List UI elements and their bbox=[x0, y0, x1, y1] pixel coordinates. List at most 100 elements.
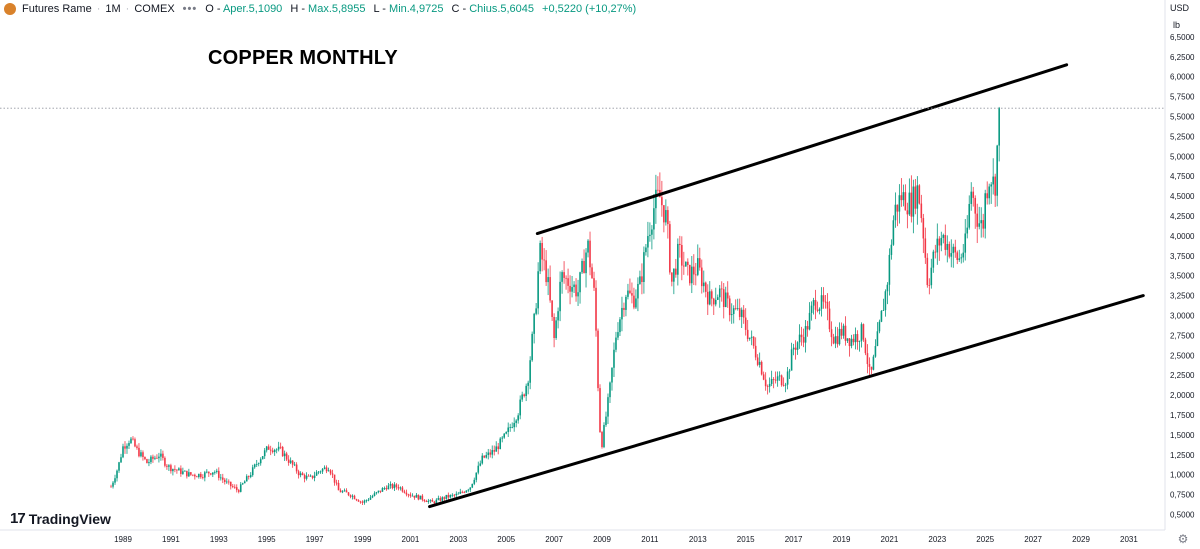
candle-body bbox=[667, 210, 669, 225]
instrument-name[interactable]: Futures Rame bbox=[22, 3, 92, 15]
candle-body bbox=[126, 445, 128, 449]
candle-body bbox=[425, 501, 428, 503]
y-tick-label: 0,5000 bbox=[1170, 511, 1195, 520]
candle-body bbox=[828, 308, 831, 330]
candle-body bbox=[750, 336, 753, 338]
price-axis[interactable]: 0,5000 0,7500 1,0000 1,2500 1,5000 1,7500 2,00… bbox=[1164, 0, 1200, 549]
x-tick-label: 2019 bbox=[833, 535, 851, 544]
candle-body bbox=[561, 272, 563, 282]
ohlc-values: O - Aper.5,1090 H - Max.5,8955 L - Min.4… bbox=[205, 3, 636, 15]
candle-body bbox=[237, 490, 240, 492]
y-tick-label: 3,7500 bbox=[1170, 252, 1195, 261]
candle-body bbox=[748, 337, 751, 339]
gear-icon[interactable]: ⚙ bbox=[1177, 532, 1189, 546]
y-tick-label: 2,5000 bbox=[1170, 351, 1195, 360]
candle-body bbox=[591, 267, 593, 279]
candle-body bbox=[130, 438, 132, 444]
candle-body bbox=[862, 324, 865, 340]
y-tick-label: 4,7500 bbox=[1170, 172, 1195, 181]
time-axis[interactable]: 1989 1991 1993 1995 1997 1999 2001 2003 2005 2007… bbox=[0, 529, 1165, 544]
candle-body bbox=[405, 492, 408, 495]
candle-body bbox=[623, 307, 625, 310]
candle-body bbox=[218, 470, 220, 478]
candle-body bbox=[541, 243, 543, 260]
candle-body bbox=[962, 252, 965, 258]
trendline bbox=[428, 294, 1145, 509]
candle-body bbox=[720, 288, 723, 290]
candle-body bbox=[998, 108, 1000, 146]
candle-body bbox=[493, 450, 496, 452]
ohlc-open: O - Aper.5,1090 bbox=[205, 3, 283, 15]
candle-body bbox=[449, 494, 452, 498]
candle-body bbox=[700, 267, 703, 287]
candle-body bbox=[515, 420, 517, 423]
candle-body bbox=[902, 192, 905, 201]
candle-body bbox=[984, 193, 986, 229]
candle-body bbox=[180, 468, 182, 474]
candle-body bbox=[601, 432, 603, 448]
candle-body bbox=[714, 299, 717, 305]
candle-body bbox=[255, 464, 258, 465]
candle-body bbox=[772, 378, 775, 380]
candle-body bbox=[144, 456, 146, 460]
y-tick-label: 6,5000 bbox=[1170, 33, 1195, 42]
candle-body bbox=[379, 490, 382, 492]
candle-body bbox=[708, 291, 711, 305]
candle-body bbox=[870, 366, 873, 370]
candle-body bbox=[593, 278, 595, 288]
candle-body bbox=[840, 328, 843, 336]
candle-body bbox=[770, 378, 773, 384]
candle-body bbox=[505, 432, 507, 434]
candle-body bbox=[988, 186, 990, 199]
candle-body bbox=[122, 446, 124, 458]
candle-body bbox=[395, 484, 398, 488]
candle-body bbox=[269, 449, 272, 451]
candle-body bbox=[253, 464, 256, 468]
candle-body bbox=[321, 468, 324, 472]
ohlc-high: H - Max.5,8955 bbox=[290, 3, 366, 15]
candle-body bbox=[331, 473, 334, 475]
candle-body bbox=[704, 282, 707, 292]
candle-body bbox=[946, 243, 949, 250]
candle-body bbox=[461, 491, 464, 493]
candle-body bbox=[361, 501, 364, 503]
candle-body bbox=[343, 490, 346, 492]
candle-body bbox=[966, 227, 969, 234]
candle-body bbox=[583, 260, 585, 274]
candle-body bbox=[858, 341, 861, 342]
candle-body bbox=[293, 464, 296, 466]
candle-body bbox=[930, 267, 933, 286]
candle-body bbox=[577, 292, 579, 297]
candle-body bbox=[385, 487, 388, 490]
candle-body bbox=[291, 460, 294, 465]
ohlc-change: +0,5220 (+10,27%) bbox=[542, 3, 637, 15]
interval-label[interactable]: 1M bbox=[105, 3, 121, 15]
tradingview-logo[interactable]: 17 TradingView bbox=[10, 510, 111, 527]
candle-body bbox=[275, 449, 278, 451]
candle-body bbox=[698, 258, 701, 268]
currency-label[interactable]: USD bbox=[1170, 3, 1190, 13]
candle-body bbox=[114, 478, 116, 483]
candle-body bbox=[221, 477, 224, 480]
more-icon[interactable]: ••• bbox=[182, 3, 198, 15]
candle-body bbox=[760, 361, 763, 375]
candle-body bbox=[822, 295, 825, 302]
candle-body bbox=[810, 305, 813, 313]
candle-body bbox=[808, 312, 811, 330]
candle-body bbox=[495, 446, 498, 452]
candle-body bbox=[605, 416, 607, 425]
candle-body bbox=[208, 471, 210, 474]
candle-body bbox=[878, 321, 881, 332]
candle-body bbox=[996, 145, 998, 196]
candle-body bbox=[118, 462, 120, 471]
candle-body bbox=[128, 443, 130, 446]
candle-body bbox=[595, 287, 597, 331]
y-tick-label: 4,0000 bbox=[1170, 232, 1195, 241]
candle-body bbox=[259, 459, 262, 464]
y-tick-label: 1,0000 bbox=[1170, 471, 1195, 480]
candle-body bbox=[499, 438, 502, 450]
candle-body bbox=[429, 500, 432, 501]
candle-body bbox=[206, 471, 208, 473]
candle-body bbox=[890, 244, 893, 255]
